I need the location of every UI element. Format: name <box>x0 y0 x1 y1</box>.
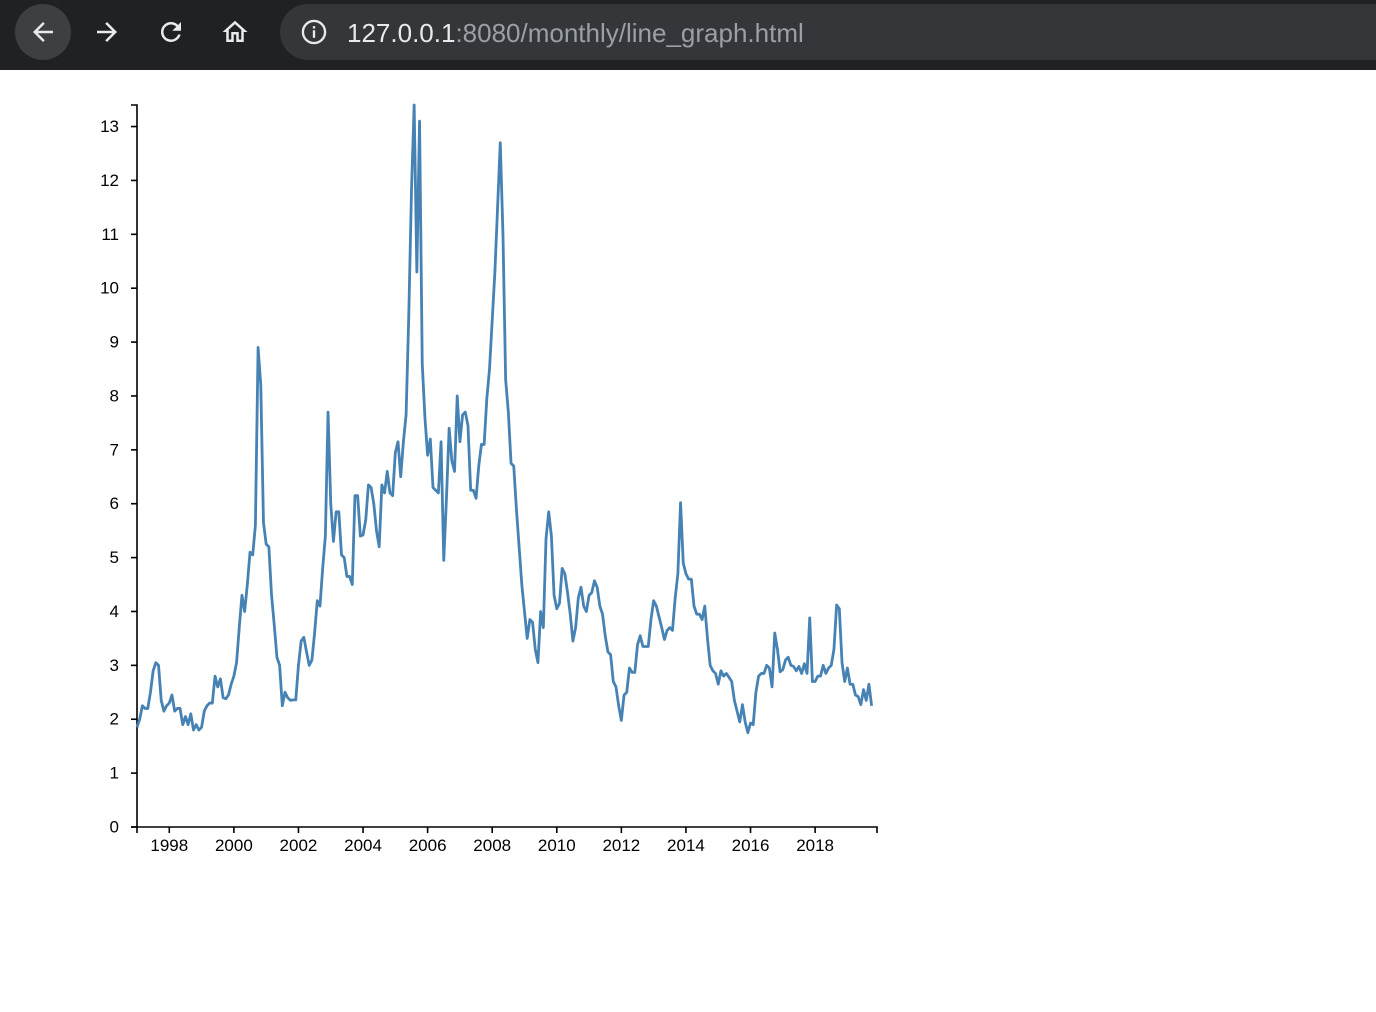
x-tick-label: 2008 <box>473 836 511 855</box>
browser-toolbar: 127.0.0.1:8080/monthly/line_graph.html <box>0 0 1376 70</box>
y-tick-label: 6 <box>110 494 119 513</box>
forward-button[interactable] <box>79 4 135 60</box>
x-tick-label: 2018 <box>796 836 834 855</box>
reload-button[interactable] <box>143 4 199 60</box>
x-tick-label: 1998 <box>150 836 188 855</box>
y-tick-label: 11 <box>101 225 119 244</box>
x-tick-label: 2006 <box>409 836 447 855</box>
address-bar[interactable]: 127.0.0.1:8080/monthly/line_graph.html <box>280 4 1376 60</box>
y-tick-label: 9 <box>110 333 119 352</box>
x-tick-label: 2002 <box>280 836 318 855</box>
url-host: 127.0.0.1 <box>347 18 456 48</box>
data-line <box>135 103 874 735</box>
y-tick-label: 8 <box>110 386 119 405</box>
home-button[interactable] <box>207 4 263 60</box>
y-tick-label: 12 <box>100 171 119 190</box>
back-button[interactable] <box>15 4 71 60</box>
url-path: :8080/monthly/line_graph.html <box>455 18 804 48</box>
back-arrow-icon <box>33 22 53 42</box>
y-tick-label: 13 <box>100 117 119 136</box>
y-tick-label: 4 <box>110 602 119 621</box>
url-text[interactable]: 127.0.0.1:8080/monthly/line_graph.html <box>347 19 804 47</box>
x-tick-label: 2004 <box>344 836 382 855</box>
y-tick-label: 10 <box>100 279 119 298</box>
x-tick-label: 2010 <box>538 836 576 855</box>
forward-arrow-icon <box>97 22 117 42</box>
reload-icon <box>160 21 181 42</box>
y-tick-label: 2 <box>110 710 119 729</box>
y-tick-label: 0 <box>110 818 119 837</box>
y-tick-label: 5 <box>110 548 119 567</box>
x-tick-label: 2012 <box>602 836 640 855</box>
x-axis-line <box>136 826 878 833</box>
x-tick-label: 2016 <box>732 836 770 855</box>
x-tick-label: 2000 <box>215 836 253 855</box>
home-icon <box>222 20 248 42</box>
x-tick-label: 2014 <box>667 836 705 855</box>
y-tick-label: 7 <box>110 440 119 459</box>
info-icon[interactable] <box>300 18 328 46</box>
y-tick-label: 1 <box>110 764 119 783</box>
y-tick-label: 3 <box>110 656 119 675</box>
